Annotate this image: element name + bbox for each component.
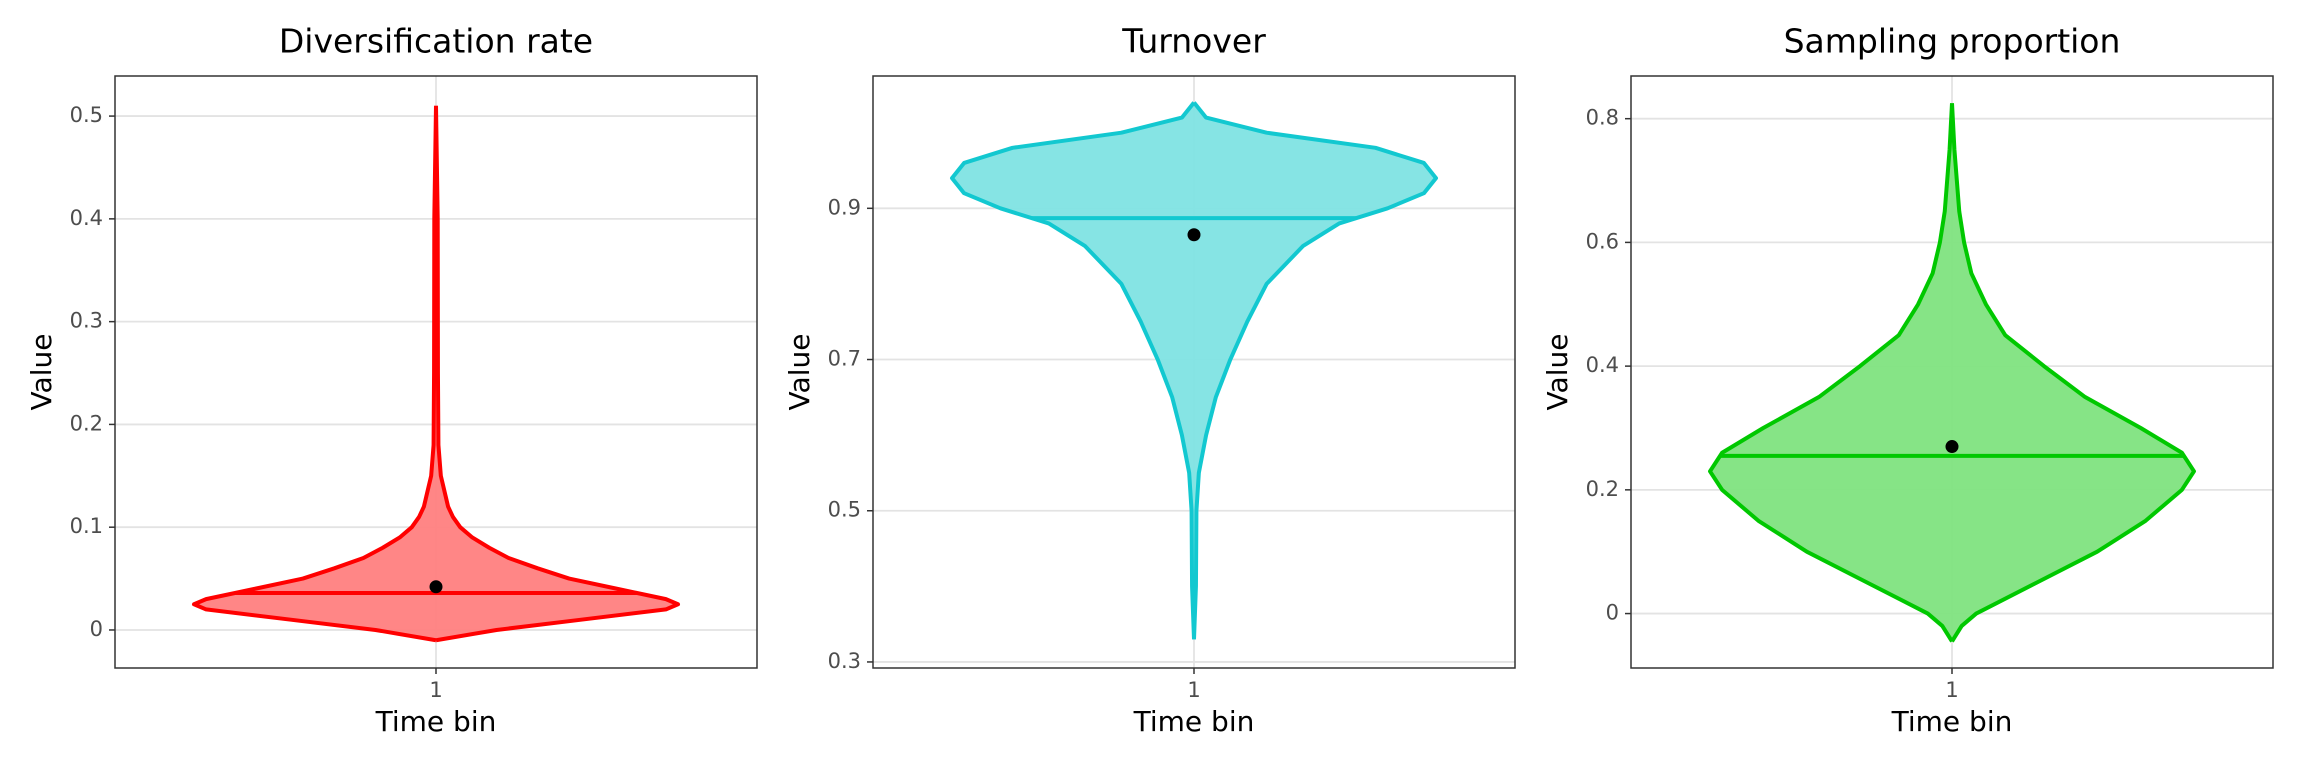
x-axis-label: Time bin xyxy=(375,705,497,738)
y-axis-label: Value xyxy=(25,334,58,411)
y-axis-label: Value xyxy=(783,334,816,411)
y-tick-label: 0 xyxy=(90,617,103,641)
y-tick-label: 0.2 xyxy=(70,411,103,435)
y-tick-label: 0.5 xyxy=(828,498,861,522)
violin-right xyxy=(1192,101,1438,640)
y-tick-label: 0.4 xyxy=(70,206,103,230)
y-tick-label: 0.4 xyxy=(1586,353,1619,377)
mean-point xyxy=(1187,228,1201,242)
violin-left xyxy=(192,105,438,643)
chart-title: Sampling proportion xyxy=(1784,22,2121,61)
x-tick-label: 1 xyxy=(1945,678,1958,702)
x-axis-label: Time bin xyxy=(1133,705,1255,738)
y-tick-label: 0.9 xyxy=(828,195,861,219)
violin-right xyxy=(1950,103,2196,643)
mean-point xyxy=(1945,440,1959,454)
y-tick-label: 0.6 xyxy=(1586,229,1619,253)
y-tick-label: 0.7 xyxy=(828,347,861,371)
y-axis-label: Value xyxy=(1541,334,1574,411)
violin-left xyxy=(1708,103,1954,643)
violin-right xyxy=(434,105,680,643)
y-tick-label: 0.5 xyxy=(70,103,103,127)
y-tick-label: 0.3 xyxy=(70,309,103,333)
y-tick-label: 0.8 xyxy=(1586,106,1619,130)
chart-title: Turnover xyxy=(1121,22,1266,61)
y-tick-label: 0.2 xyxy=(1586,477,1619,501)
violin-left xyxy=(950,101,1196,640)
x-tick-label: 1 xyxy=(1187,678,1200,702)
x-tick-label: 1 xyxy=(429,678,442,702)
y-tick-label: 0 xyxy=(1606,601,1619,625)
y-tick-label: 0.1 xyxy=(70,514,103,538)
x-axis-label: Time bin xyxy=(1891,705,2013,738)
y-tick-label: 0.3 xyxy=(828,649,861,673)
chart-title: Diversification rate xyxy=(279,22,593,61)
mean-point xyxy=(429,580,443,594)
